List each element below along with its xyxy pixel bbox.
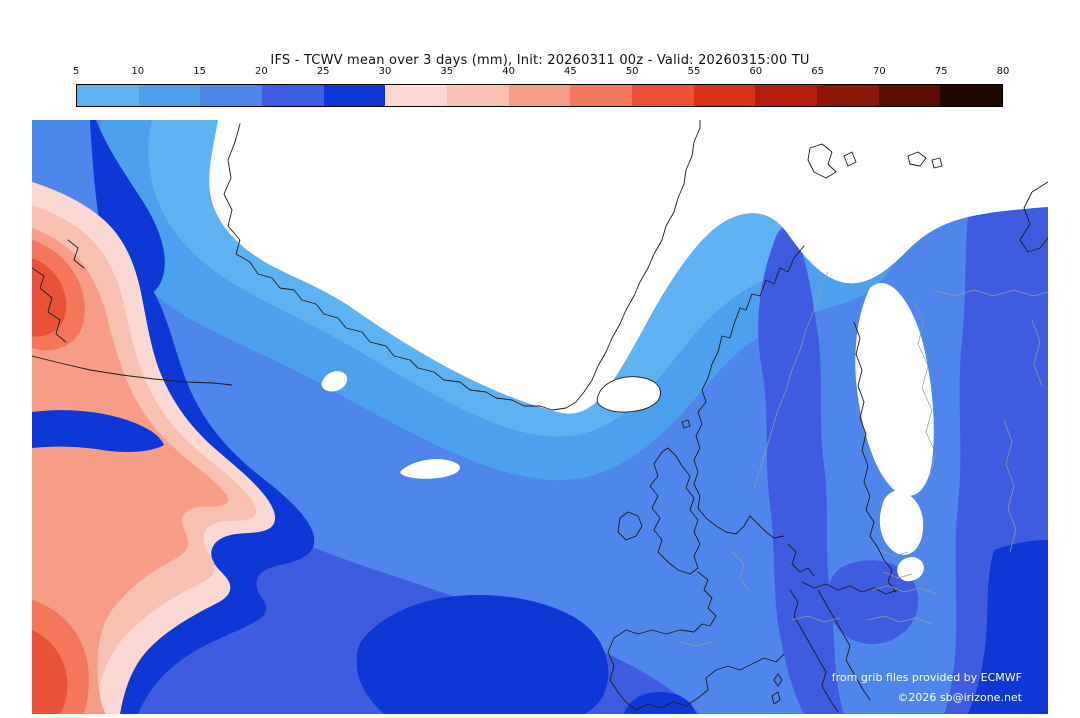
colorbar-tick-label: 45 bbox=[564, 66, 577, 77]
colorbar-segment bbox=[77, 85, 139, 106]
page-title: IFS - TCWV mean over 3 days (mm), Init: … bbox=[270, 53, 810, 68]
map-credits: from grib files provided by ECMWF ©2026 … bbox=[832, 668, 1022, 708]
coastline-arctic-island-4 bbox=[931, 157, 943, 169]
colorbar-tick-label: 15 bbox=[193, 66, 206, 77]
coastlines bbox=[32, 120, 1048, 713]
border-finland-russia bbox=[913, 301, 937, 477]
colorbar-ticks: 5 10 15 20 25 30 35 40 45 50 55 60 65 70 75 80 bbox=[72, 66, 1010, 80]
colorbar-tick-label: 30 bbox=[378, 66, 392, 77]
region-white-baltic-small bbox=[897, 557, 924, 582]
credit-copyright: ©2026 sb@irizone.net bbox=[897, 691, 1022, 704]
colorbar-segment bbox=[940, 85, 1003, 106]
coastline-faroe bbox=[681, 419, 691, 429]
colorbar-tick-label: 55 bbox=[687, 66, 701, 77]
coastline-norway bbox=[693, 245, 805, 539]
coastline-italy-west bbox=[789, 589, 839, 713]
colorbar-tick-label: 10 bbox=[131, 66, 145, 77]
colorbar-segment bbox=[693, 85, 756, 106]
region-streak-east-20-25 bbox=[758, 226, 844, 714]
region-navy-notch-25-30 bbox=[32, 410, 164, 453]
coastline-iceland bbox=[596, 376, 661, 413]
colorbar-segment bbox=[447, 85, 509, 106]
border-baltics-1 bbox=[879, 549, 909, 557]
coastline-sardinia bbox=[771, 691, 781, 705]
region-white-iceland bbox=[597, 376, 661, 413]
colorbar-segment bbox=[138, 85, 201, 106]
map-canvas bbox=[32, 120, 1048, 714]
border-central-europe-1 bbox=[791, 615, 841, 623]
coastline-great-britain bbox=[649, 447, 701, 575]
coastline-denmark bbox=[787, 543, 815, 577]
border-russia-vertical-2 bbox=[1031, 319, 1043, 387]
coastline-atlantic-canada bbox=[32, 355, 233, 386]
colorbar-tick-label: 65 bbox=[811, 66, 824, 77]
colorbar-tick-label: 50 bbox=[625, 66, 639, 77]
coastline-iberia-west bbox=[607, 629, 695, 711]
coastline-adriatic bbox=[817, 589, 871, 701]
region-red-topleft-core-50-55 bbox=[32, 258, 67, 337]
coastline-labrador-2 bbox=[67, 239, 85, 269]
colorbar-segment bbox=[262, 85, 324, 106]
colorbar-tick-label: 60 bbox=[749, 66, 763, 77]
map-container: from grib files provided by ECMWF ©2026 … bbox=[32, 120, 1048, 714]
colorbar-segment bbox=[508, 85, 571, 106]
region-navy-south-core-25-30 bbox=[356, 594, 609, 714]
coastline-south-baltic bbox=[801, 581, 899, 595]
colorbar-segment bbox=[385, 85, 448, 106]
border-central-europe-2 bbox=[871, 585, 937, 595]
coastline-labrador-1 bbox=[32, 267, 67, 343]
colorbar-tick-label: 5 bbox=[72, 66, 80, 77]
border-france-germany bbox=[731, 551, 749, 591]
colorbar-tick-label: 75 bbox=[934, 66, 948, 77]
coastline-arctic-island-1 bbox=[807, 143, 837, 179]
credit-source: from grib files provided by ECMWF bbox=[831, 671, 1022, 684]
region-white-scandinavia-tongue bbox=[855, 283, 934, 496]
region-navy-south-small-25-30 bbox=[624, 692, 696, 714]
region-salmon-core-40-45 bbox=[32, 228, 228, 714]
colorbar-segment bbox=[323, 85, 386, 106]
region-central-europe-20-25 bbox=[827, 560, 919, 644]
coastline-arctic-island-3 bbox=[907, 151, 927, 167]
border-central-europe-3 bbox=[867, 615, 933, 625]
coastline-novaya-zemlya bbox=[1019, 181, 1048, 253]
border-baltics-2 bbox=[883, 571, 913, 579]
colorbar-tick-label: 25 bbox=[316, 66, 330, 77]
coastline-arctic-island-2 bbox=[843, 151, 857, 167]
coastline-ireland bbox=[617, 511, 643, 541]
border-norway-sweden bbox=[753, 271, 829, 489]
colorbar-tick-label: 70 bbox=[873, 66, 886, 77]
colorbar-tick-label: 35 bbox=[440, 66, 454, 77]
coastline-iberia-med bbox=[635, 653, 785, 711]
coastline-bothnia bbox=[853, 321, 897, 593]
colorbar-segment bbox=[200, 85, 263, 106]
region-white-greenland-arctic bbox=[209, 120, 1048, 414]
colorbar-tick-label: 80 bbox=[996, 66, 1010, 77]
country-borders bbox=[679, 271, 1048, 647]
colorbar-segment bbox=[570, 85, 633, 106]
region-white-baltic-patch bbox=[879, 490, 924, 555]
colorbar-segment bbox=[632, 85, 694, 106]
coastline-france-biscay bbox=[693, 571, 717, 633]
border-north-russia bbox=[933, 289, 1048, 297]
region-white-lens-west bbox=[400, 459, 460, 479]
border-russia-vertical-1 bbox=[1003, 419, 1017, 553]
border-spain-france bbox=[679, 641, 713, 647]
coastline-corsica bbox=[773, 673, 783, 687]
colorbar-segments bbox=[76, 84, 1003, 107]
colorbar-segment bbox=[878, 85, 941, 106]
colorbar-segment bbox=[817, 85, 879, 106]
colorbar-tick-label: 40 bbox=[502, 66, 515, 77]
colorbar-segment bbox=[755, 85, 818, 106]
contour-regions bbox=[32, 120, 1048, 714]
colorbar-tick-label: 20 bbox=[255, 66, 268, 77]
region-navy-bottomright-25-30 bbox=[968, 540, 1048, 714]
region-white-lens-small bbox=[321, 371, 348, 392]
region-red-bottomleft-core-50-55 bbox=[32, 630, 68, 714]
coastline-greenland bbox=[223, 120, 701, 411]
